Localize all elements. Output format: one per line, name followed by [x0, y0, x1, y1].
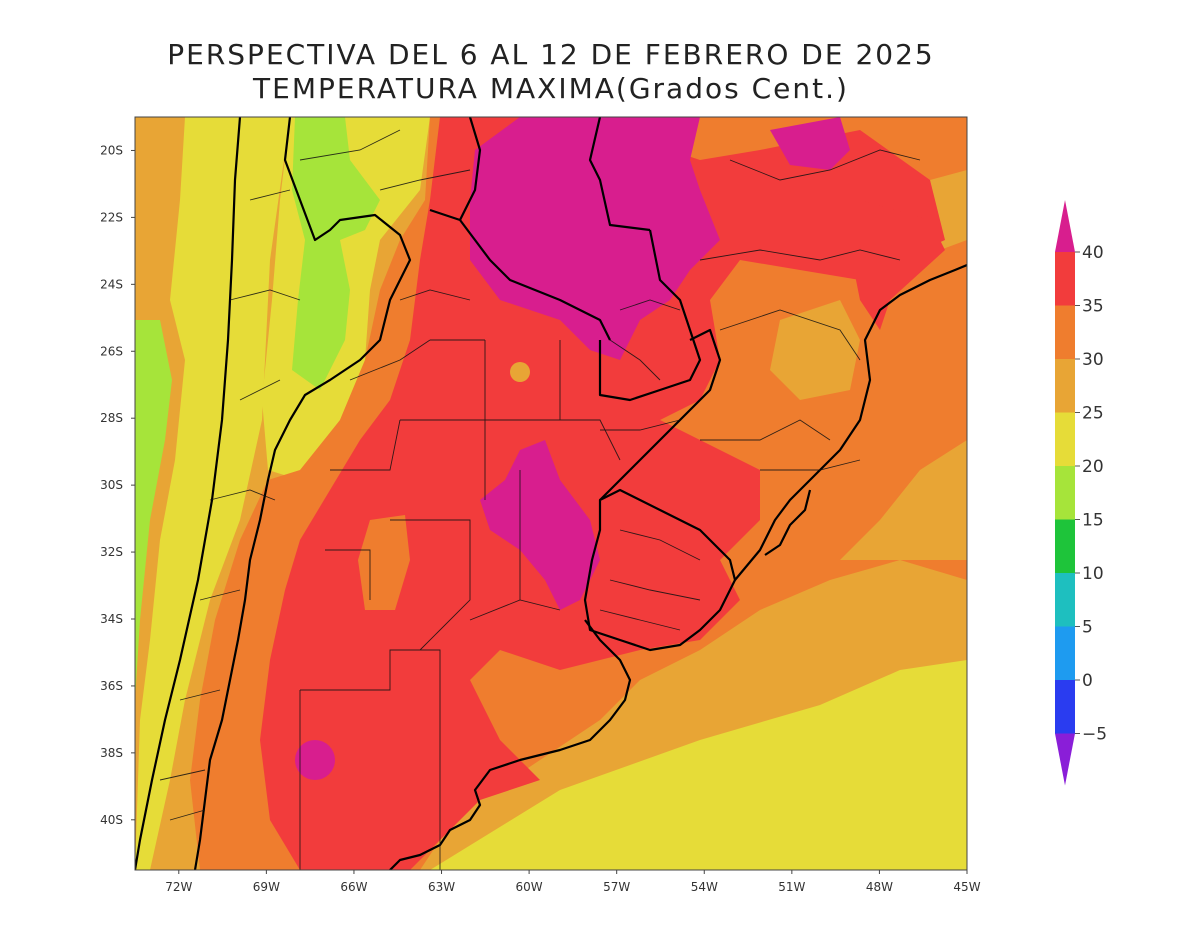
- field-lime-chile: [135, 320, 172, 700]
- lat-tick-label: 26S: [100, 344, 123, 358]
- lon-tick-label: 63W: [428, 880, 455, 894]
- temperature-field: [135, 117, 967, 870]
- lat-tick-label: 36S: [100, 679, 123, 693]
- field-amber-brazil: [770, 300, 860, 400]
- colorbar-bin: [1055, 680, 1075, 734]
- lon-tick-label: 57W: [603, 880, 630, 894]
- colorbar-label: 5: [1082, 618, 1093, 638]
- map-title: PERSPECTIVA DEL 6 AL 12 DE FEBRERO DE 20…: [167, 38, 935, 71]
- field-magenta-blob: [295, 740, 335, 780]
- colorbar-bin: [1055, 252, 1075, 306]
- lon-tick-label: 60W: [516, 880, 543, 894]
- colorbar-label: 0: [1082, 671, 1093, 691]
- colorbar-bin: [1055, 626, 1075, 681]
- colorbar-label: 10: [1082, 564, 1104, 584]
- province-borders: [159, 129, 921, 870]
- colorbar-label: 20: [1082, 457, 1104, 477]
- field-lime-andes: [292, 117, 380, 390]
- colorbar-label: 35: [1082, 297, 1104, 317]
- lon-tick-label: 72W: [165, 880, 192, 894]
- colorbar-label: −5: [1082, 725, 1107, 745]
- colorbar-bin: [1055, 412, 1075, 467]
- colorbar-label: 30: [1082, 350, 1104, 370]
- field-amber-coast-se: [840, 440, 967, 560]
- lon-tick-label: 66W: [340, 880, 367, 894]
- lat-tick-label: 32S: [100, 545, 123, 559]
- field-magenta-mid: [480, 440, 600, 610]
- map-frame: [134, 116, 968, 871]
- longitude-axis: 72W 69W 66W 63W 60W 57W 54W 51W 48W 45W: [165, 870, 981, 894]
- colorbar-bin: [1055, 519, 1075, 574]
- colorbar-bottom-arrow: [1055, 733, 1075, 786]
- colorbar-label: 40: [1082, 243, 1104, 263]
- field-orange-patch: [358, 515, 410, 610]
- colorbar-bin: [1055, 305, 1075, 360]
- colorbar-top-arrow: [1055, 200, 1075, 252]
- field-yellow-ocean: [430, 660, 967, 870]
- lat-tick-label: 34S: [100, 612, 123, 626]
- field-magenta-ne: [770, 117, 850, 170]
- lat-tick-label: 40S: [100, 813, 123, 827]
- map-subtitle: TEMPERATURA MAXIMA(Grados Cent.): [253, 72, 849, 105]
- lon-tick-label: 48W: [866, 880, 893, 894]
- colorbar-bin: [1055, 359, 1075, 413]
- lon-tick-label: 51W: [778, 880, 805, 894]
- field-amber-dot: [510, 362, 530, 382]
- field-magenta-north: [470, 117, 720, 360]
- lat-tick-label: 24S: [100, 277, 123, 291]
- field-red-core: [260, 117, 945, 870]
- colorbar-bin: [1055, 573, 1075, 627]
- lon-tick-label: 69W: [253, 880, 280, 894]
- lat-tick-label: 28S: [100, 411, 123, 425]
- lat-tick-label: 30S: [100, 478, 123, 492]
- latitude-axis: 20S 22S 24S 26S 28S 30S 32S 34S 36S 38S 40S: [100, 143, 135, 827]
- lon-tick-label: 45W: [953, 880, 980, 894]
- field-amber-coast: [135, 117, 185, 870]
- lat-tick-label: 20S: [100, 143, 123, 157]
- lat-tick-label: 38S: [100, 746, 123, 760]
- colorbar-label: 25: [1082, 404, 1104, 424]
- colorbar-label: 15: [1082, 511, 1104, 531]
- colorbar-bin: [1055, 466, 1075, 520]
- country-borders: [135, 117, 967, 870]
- field-red-ne: [850, 200, 945, 330]
- lat-tick-label: 22S: [100, 210, 123, 224]
- lon-tick-label: 54W: [691, 880, 718, 894]
- temperature-colorbar: 40 35 30 25 20 15 10 5 0 −5: [1055, 200, 1107, 786]
